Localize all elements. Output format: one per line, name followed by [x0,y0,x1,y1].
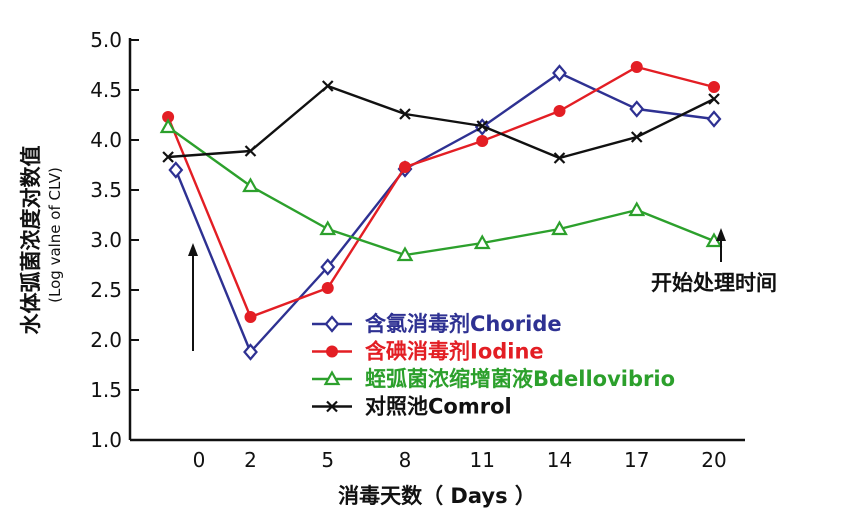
y-axis-subtitle: (Log valne of CLV) [46,167,64,303]
legend-item: 蛭弧菌浓缩增菌液Bdellovibrio [312,367,675,391]
treatment-start-arrow-small [716,228,726,262]
y-tick-label: 3.0 [90,228,122,252]
data-point [630,61,643,73]
data-point [708,93,720,105]
data-point [162,151,174,163]
y-tick-label: 2.5 [90,278,122,302]
treatment-start-label: 开始处理时间 [651,271,777,295]
annotations: 开始处理时间 [188,228,777,351]
data-point [552,64,567,82]
data-point [321,282,334,294]
legend-item: 含碘消毒剂Iodine [312,340,544,364]
data-point [168,161,184,179]
data-point [319,220,337,236]
legend-label: 对照池Comrol [365,395,512,419]
x-tick-label: 8 [399,448,412,472]
x-tick-label: 20 [701,448,726,472]
data-point [242,177,259,193]
data-point [476,120,489,132]
x-marker-stroke [321,80,334,92]
arrow-head [716,228,726,241]
x-marker-stroke [162,151,174,163]
x-marker-stroke [630,131,643,143]
y-tick-label: 3.5 [90,178,122,202]
data-point [630,131,643,143]
y-tick-label: 5.0 [90,28,122,52]
legend-marker [323,370,341,386]
y-tick-label: 2.0 [90,328,122,352]
data-point [399,161,411,173]
x-marker-stroke [708,93,720,105]
y-axis-title: 水体弧菌浓度对数值 [19,146,43,335]
legend-item: 含氯消毒剂Choride [312,312,562,336]
data-point [473,234,491,250]
x-marker-stroke [399,108,411,120]
series-line-3 [167,126,715,257]
series-line-2 [166,65,715,319]
data-point [551,220,568,236]
data-point [708,81,720,93]
x-tick-label: 2 [244,448,257,472]
series-line-1 [174,71,715,354]
x-tick-label: 14 [547,448,572,472]
x-marker-stroke [553,152,566,164]
legend-label: 含碘消毒剂Iodine [365,340,544,364]
data-point [159,118,177,134]
legend: 含氯消毒剂Choride 含碘消毒剂Iodine 蛭弧菌浓缩增菌液Bdellovib… [312,312,675,419]
x-marker-stroke [244,145,257,157]
x-marker-stroke [476,120,489,132]
data-point [320,258,336,276]
x-tick-label: 5 [321,448,334,472]
x-tick-label: 17 [624,448,649,472]
data-point [399,108,411,120]
axes: 1.0 1.5 2.0 2.5 3.0 3.5 4.0 4.5 5.0 0 2 5 8 11 14 17 20 消… [19,28,745,508]
y-tick-label: 1.5 [90,378,122,402]
y-tick-label: 4.5 [90,78,122,102]
data-point [244,311,257,323]
x-axis-title: 消毒天数（ Days ） [338,484,536,508]
data-point [628,201,646,217]
data-point [629,100,645,118]
legend-marker [324,315,340,333]
legend-label: 含氯消毒剂Choride [365,312,562,336]
arrow-head [188,243,198,256]
y-tick-label: 1.0 [90,428,122,452]
treatment-start-arrow [188,243,198,351]
data-point [321,80,334,92]
y-tick-label: 4.0 [90,128,122,152]
data-point [553,105,566,117]
data-point [706,110,722,128]
data-point [553,152,566,164]
data-point [476,135,489,147]
legend-marker [326,400,338,413]
x-tick-label: 11 [470,448,495,472]
legend-label: 蛭弧菌浓缩增菌液Bdellovibrio [365,367,675,391]
data-point [243,343,258,361]
legend-item: 对照池Comrol [312,395,512,419]
data-point [244,145,257,157]
series-line-4 [168,84,715,160]
x-marker-stroke [326,400,338,413]
legend-marker [326,345,338,358]
data-point [396,246,414,262]
x-tick-label: 0 [193,448,206,472]
